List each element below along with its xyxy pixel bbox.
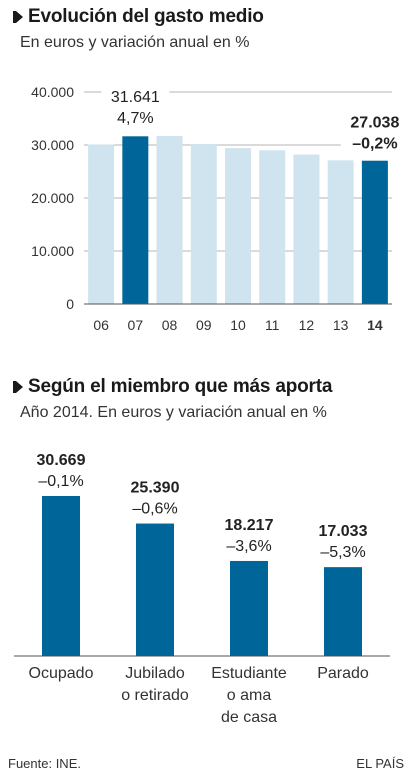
x-category-label: de casa: [221, 709, 277, 726]
bar: [88, 144, 115, 304]
annotation-background: [101, 84, 170, 128]
annotation-background: [340, 109, 409, 154]
y-tick-label: 0: [66, 296, 74, 312]
x-category-label: Estudiante: [211, 665, 287, 682]
bar: [327, 160, 354, 304]
x-category-label: o ama: [227, 687, 272, 704]
bar: [122, 136, 149, 304]
x-tick-label: 08: [162, 317, 178, 333]
brand-label: EL PAÍS: [356, 756, 404, 771]
x-category-label: Jubilado: [125, 665, 185, 682]
x-tick-label: 06: [93, 317, 109, 333]
x-category-label: Ocupado: [29, 665, 94, 682]
chart2-plot: 30.669 –0,1% Ocupado 25.390 –0,6% Jubilado o r…: [14, 452, 390, 726]
data-label-value: 27.038: [350, 115, 399, 132]
x-tick-label: 11: [265, 317, 280, 333]
bar: [190, 143, 217, 304]
data-label-change: –0,1%: [38, 473, 83, 490]
title-marker-icon: [13, 11, 23, 23]
bar: [259, 150, 286, 304]
data-label-change: –3,6%: [226, 538, 271, 555]
bar: [42, 496, 80, 656]
x-tick-label: 13: [333, 317, 349, 333]
data-label-change: –0,2%: [352, 136, 397, 153]
chart2-subtitle: Año 2014. En euros y variación anual en …: [20, 404, 327, 421]
data-label-change: –5,3%: [320, 544, 365, 561]
title-marker-icon: [13, 381, 23, 393]
bar: [293, 154, 320, 304]
x-tick-label: 14: [367, 317, 383, 333]
x-tick-label: 07: [128, 317, 144, 333]
bar: [225, 148, 251, 304]
source-note: Fuente: INE.: [8, 756, 81, 771]
data-label-value: 30.669: [37, 452, 86, 469]
x-tick-label: 10: [230, 317, 246, 333]
bar: [230, 560, 268, 656]
bar: [136, 523, 174, 656]
bar: [156, 135, 183, 304]
chart1-title: Evolución del gasto medio: [6, 6, 264, 28]
chart2-title: Según el miembro que más aporta: [6, 376, 332, 398]
data-label-value: 31.641: [111, 89, 160, 106]
x-tick-label: 09: [196, 317, 212, 333]
y-tick-label: 40.000: [31, 84, 74, 100]
chart2-title-text: Según el miembro que más aporta: [28, 376, 333, 397]
y-tick-label: 30.000: [31, 137, 74, 153]
x-category-label: Parado: [317, 665, 369, 682]
bar: [361, 160, 388, 304]
y-tick-label: 20.000: [31, 190, 74, 206]
x-category-label: o retirado: [121, 687, 189, 704]
chart1-subtitle: En euros y variación anual en %: [20, 34, 250, 51]
y-tick-label: 10.000: [31, 243, 74, 259]
data-label-change: –0,6%: [132, 501, 177, 518]
bar: [324, 567, 362, 656]
data-label-change: 4,7%: [117, 110, 153, 127]
data-label-value: 17.033: [319, 523, 368, 540]
data-label-value: 18.217: [225, 517, 274, 534]
chart1-plot: 0 10.000 20.000 30.000 40.000 06 07 08 09 10 11 12 1…: [31, 84, 409, 333]
data-label-value: 25.390: [131, 480, 180, 497]
x-tick-label: 12: [299, 317, 315, 333]
chart1-title-text: Evolución del gasto medio: [28, 6, 264, 27]
